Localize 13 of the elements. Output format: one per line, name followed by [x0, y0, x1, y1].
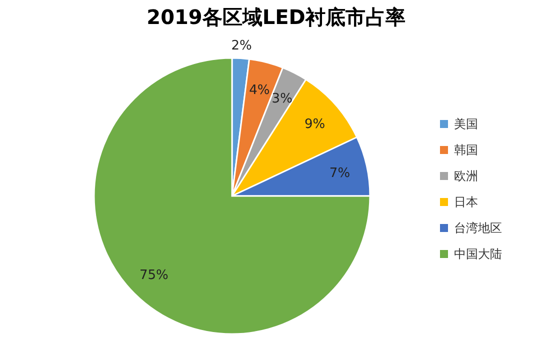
- data-label: 3%: [272, 92, 292, 107]
- data-label: 7%: [329, 166, 350, 181]
- legend-label: 中国大陆: [454, 247, 502, 261]
- legend-label: 美国: [454, 117, 478, 131]
- legend-label: 日本: [454, 195, 478, 209]
- data-label: 2%: [231, 38, 252, 54]
- data-label: 4%: [249, 83, 270, 98]
- legend-label: 韩国: [454, 143, 478, 157]
- data-label: 75%: [139, 268, 168, 284]
- legend-label: 台湾地区: [454, 221, 502, 235]
- data-label: 9%: [304, 116, 326, 132]
- legend-label: 欧洲: [454, 169, 478, 183]
- chart-title: 2019各区域LED衬底市占率: [146, 5, 406, 29]
